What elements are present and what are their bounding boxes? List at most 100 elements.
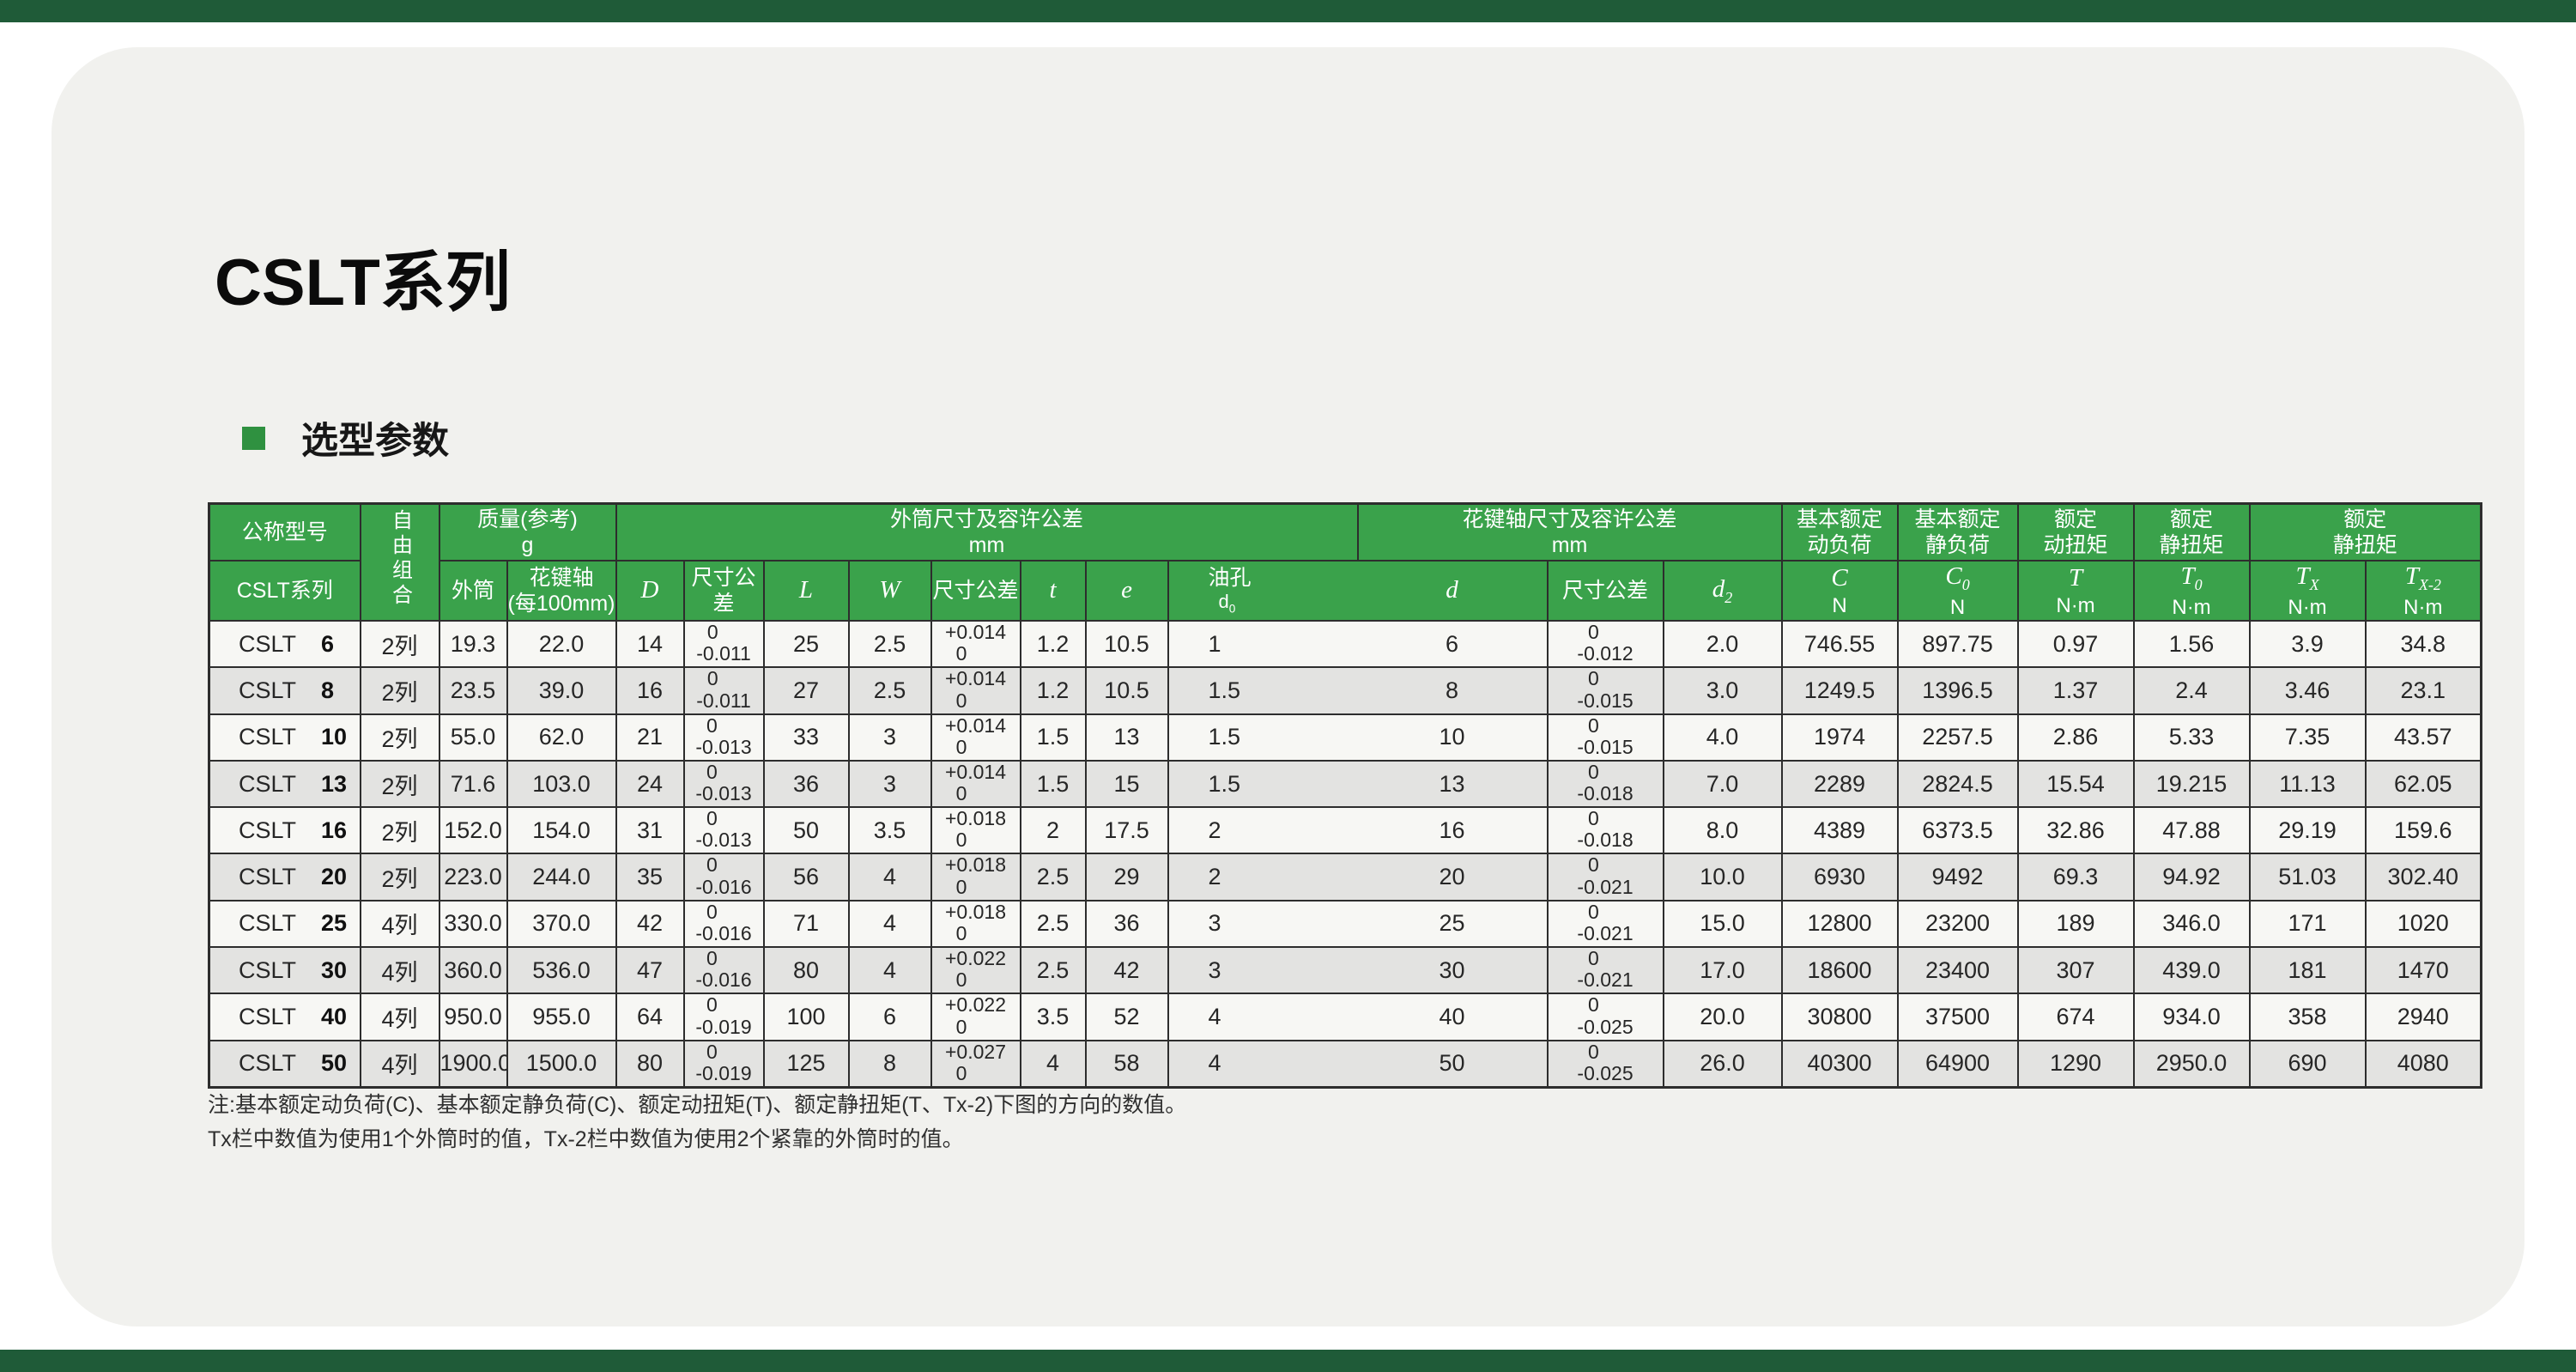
cell-model: CSLT 40 <box>208 993 361 1041</box>
cell-oil-hole: 2 <box>1167 806 1358 855</box>
table-row: CSLT 16 2列 152.0 154.0 31 0 -0.013 50 3.5 +0.018 0 2… <box>208 806 2482 855</box>
cell-W-tolerance: +0.014 0 <box>930 713 1021 762</box>
cell-oil-hole: 4 <box>1167 1039 1358 1089</box>
cell-T0: 47.88 <box>2132 806 2251 855</box>
cell-Tx: 51.03 <box>2248 853 2367 902</box>
cell-e: 10.5 <box>1084 666 1169 715</box>
cell-W: 6 <box>847 993 932 1041</box>
cell-d-tolerance: 0 -0.018 <box>1546 806 1664 855</box>
cell-W-tolerance: +0.014 0 <box>930 759 1021 809</box>
cell-T: 1.37 <box>2016 666 2135 715</box>
header-col-d: d <box>1357 560 1549 622</box>
cell-d2: 15.0 <box>1662 899 1783 949</box>
cell-W: 3 <box>847 759 932 809</box>
cell-W-tolerance: +0.018 0 <box>930 899 1021 949</box>
cell-Tx: 181 <box>2248 946 2367 995</box>
cell-D-tolerance: 0 -0.016 <box>682 946 765 995</box>
cell-T: 32.86 <box>2016 806 2135 855</box>
cell-Tx: 171 <box>2248 899 2367 949</box>
cell-d2: 2.0 <box>1662 619 1783 669</box>
cell-Tx: 690 <box>2248 1039 2367 1089</box>
cell-W: 2.5 <box>847 619 932 669</box>
cell-T0: 1.56 <box>2132 619 2251 669</box>
header-nominal-model: 公称型号 <box>208 502 361 562</box>
cell-Tx: 7.35 <box>2248 713 2367 762</box>
cell-d-tolerance: 0 -0.012 <box>1546 619 1664 669</box>
cell-W: 8 <box>847 1039 932 1089</box>
selection-parameters-table: 公称型号 自由组合 质量(参考) g 外筒尺寸及容许公差 mm 花键轴尺寸及容许公差… <box>208 502 2483 1089</box>
cell-model: CSLT 8 <box>208 666 361 715</box>
cell-W: 4 <box>847 853 932 902</box>
cell-d-tolerance: 0 -0.025 <box>1546 993 1664 1041</box>
cell-W-tolerance: +0.014 0 <box>930 619 1021 669</box>
cell-model: CSLT 10 <box>208 713 361 762</box>
header-col-T0: T0 N·m <box>2132 560 2251 622</box>
cell-columns: 2列 <box>359 666 440 715</box>
cell-d2: 8.0 <box>1662 806 1783 855</box>
cell-model: CSLT 30 <box>208 946 361 995</box>
cell-T0: 346.0 <box>2132 899 2251 949</box>
cell-T: 189 <box>2016 899 2135 949</box>
cell-W: 4 <box>847 899 932 949</box>
cell-t: 3.5 <box>1019 993 1087 1041</box>
table-row: CSLT 50 4列 1900.0 1500.0 80 0 -0.019 125 8 +0.027 0… <box>208 1039 2482 1089</box>
cell-mass-spline: 39.0 <box>506 666 617 715</box>
cell-oil-hole: 3 <box>1167 946 1358 995</box>
cell-model: CSLT 16 <box>208 806 361 855</box>
cell-Tx: 29.19 <box>2248 806 2367 855</box>
cell-d2: 20.0 <box>1662 993 1783 1041</box>
cell-d-tolerance: 0 -0.015 <box>1546 713 1664 762</box>
cell-mass-cylinder: 19.3 <box>438 619 508 669</box>
cell-D: 47 <box>615 946 685 995</box>
cell-d: 50 <box>1357 1039 1549 1089</box>
cell-C: 30800 <box>1780 993 1899 1041</box>
cell-C0: 897.75 <box>1896 619 2019 669</box>
cell-mass-cylinder: 23.5 <box>438 666 508 715</box>
cell-T0: 94.92 <box>2132 853 2251 902</box>
cell-D-tolerance: 0 -0.016 <box>682 853 765 902</box>
cell-t: 1.2 <box>1019 666 1087 715</box>
cell-C: 4389 <box>1780 806 1899 855</box>
header-col-W-tolerance: 尺寸公差 <box>930 560 1021 622</box>
cell-d: 20 <box>1357 853 1549 902</box>
cell-D-tolerance: 0 -0.013 <box>682 713 765 762</box>
header-col-C0: C0 N <box>1896 560 2019 622</box>
cell-C: 1974 <box>1780 713 1899 762</box>
cell-Tx: 3.46 <box>2248 666 2367 715</box>
table-row: CSLT 30 4列 360.0 536.0 47 0 -0.016 80 4 +0.022 0 2.5… <box>208 946 2482 995</box>
cell-D-tolerance: 0 -0.011 <box>682 666 765 715</box>
cell-T0: 5.33 <box>2132 713 2251 762</box>
header-col-T: T N·m <box>2016 560 2135 622</box>
header-col-W: W <box>847 560 932 622</box>
header-rated-static-torque-group: 额定 静扭矩 <box>2132 502 2251 562</box>
cell-e: 58 <box>1084 1039 1169 1089</box>
table-row: CSLT 40 4列 950.0 955.0 64 0 -0.019 100 6 +0.022 0 3.… <box>208 993 2482 1041</box>
top-green-band <box>0 0 2576 22</box>
cell-T: 674 <box>2016 993 2135 1041</box>
cell-C0: 6373.5 <box>1896 806 2019 855</box>
cell-oil-hole: 1.5 <box>1167 666 1358 715</box>
cell-d2: 10.0 <box>1662 853 1783 902</box>
cell-L: 125 <box>762 1039 850 1089</box>
cell-D-tolerance: 0 -0.013 <box>682 759 765 809</box>
cell-C0: 9492 <box>1896 853 2019 902</box>
cell-Tx2: 1020 <box>2364 899 2482 949</box>
cell-T: 0.97 <box>2016 619 2135 669</box>
bottom-green-band <box>0 1350 2576 1372</box>
header-basic-static-load-group: 基本额定 静负荷 <box>1896 502 2019 562</box>
cell-Tx2: 43.57 <box>2364 713 2482 762</box>
cell-D: 35 <box>615 853 685 902</box>
cell-mass-spline: 244.0 <box>506 853 617 902</box>
cell-L: 33 <box>762 713 850 762</box>
header-mass-spline-shaft: 花键轴 (每100mm) <box>506 560 617 622</box>
footnote-line-1: 注:基本额定动负荷(C)、基本额定静负荷(C)、额定动扭矩(T)、额定静扭矩(T… <box>208 1093 1187 1117</box>
cell-W: 3.5 <box>847 806 932 855</box>
cell-D-tolerance: 0 -0.013 <box>682 806 765 855</box>
cell-T0: 439.0 <box>2132 946 2251 995</box>
header-col-D-tolerance: 尺寸公差 <box>682 560 765 622</box>
cell-C0: 37500 <box>1896 993 2019 1041</box>
cell-D: 31 <box>615 806 685 855</box>
cell-t: 4 <box>1019 1039 1087 1089</box>
cell-T: 2.86 <box>2016 713 2135 762</box>
header-col-Tx2: TX-2 N·m <box>2364 560 2482 622</box>
